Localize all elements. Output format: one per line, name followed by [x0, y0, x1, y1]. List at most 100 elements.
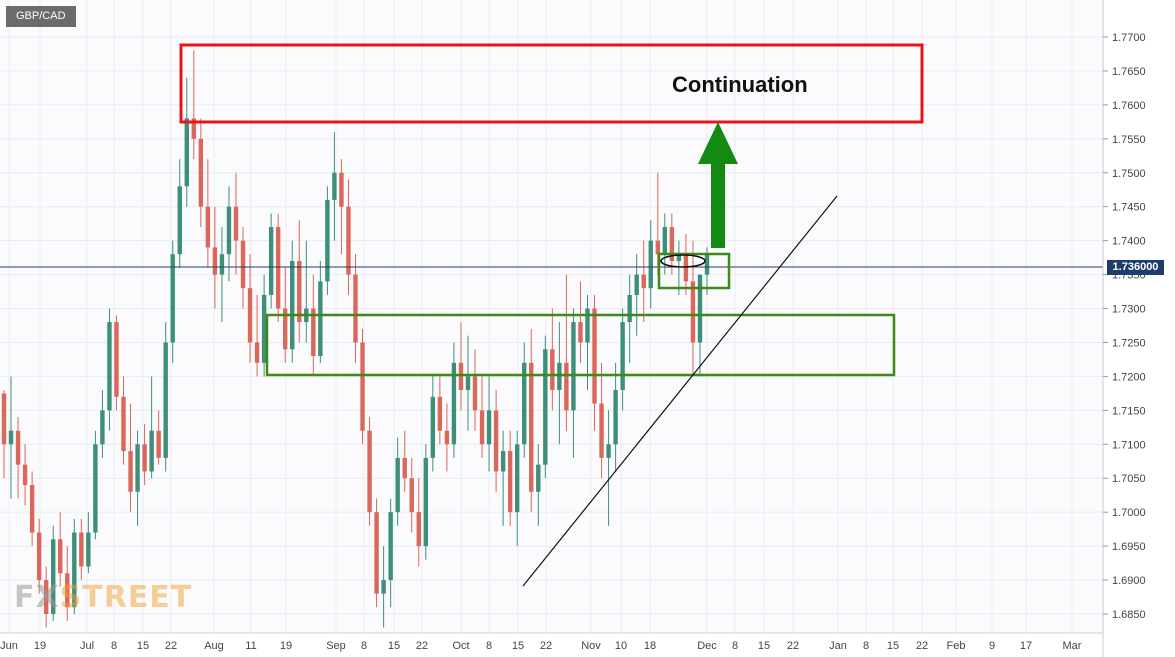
- candle: [184, 77, 189, 207]
- highlight-ellipse: [660, 254, 706, 268]
- x-tick-label: Jul: [80, 640, 94, 652]
- candle: [564, 274, 569, 431]
- candle: [578, 281, 583, 363]
- x-tick-label: 8: [863, 640, 869, 652]
- candle: [592, 294, 597, 431]
- y-tick-label: 1.7450: [1112, 202, 1146, 214]
- candle: [395, 437, 400, 526]
- candle: [247, 254, 253, 363]
- candle: [458, 322, 464, 411]
- x-tick-label: 15: [512, 640, 524, 652]
- x-tick-label: 8: [111, 640, 117, 652]
- breakout-box: [657, 252, 731, 290]
- candle: [51, 525, 56, 621]
- x-tick-label: 15: [388, 640, 400, 652]
- candle: [416, 478, 421, 567]
- x-tick-label: 22: [165, 640, 177, 652]
- candle: [149, 376, 154, 479]
- continuation-zone: [179, 43, 924, 124]
- candle: [275, 213, 281, 323]
- candles: [1, 50, 710, 628]
- candle: [65, 546, 70, 621]
- y-tick-label: 1.7250: [1112, 337, 1146, 349]
- x-tick-label: Aug: [204, 640, 224, 652]
- candle: [543, 335, 548, 479]
- candle: [697, 274, 703, 377]
- candle: [641, 240, 646, 323]
- candle: [72, 518, 77, 614]
- candle: [648, 220, 653, 309]
- candle: [58, 512, 63, 587]
- y-tick-label: 1.6950: [1112, 541, 1146, 553]
- candle: [353, 254, 358, 363]
- candle: [100, 389, 105, 458]
- y-tick-label: 1.7650: [1112, 66, 1146, 78]
- candle: [86, 512, 91, 574]
- candle: [93, 430, 98, 540]
- candle: [367, 417, 372, 526]
- x-tick-label: 8: [732, 640, 738, 652]
- candle: [522, 342, 527, 458]
- candle: [402, 430, 407, 492]
- candle: [479, 376, 485, 458]
- candle: [205, 159, 211, 268]
- logo-part-street: STREET: [59, 580, 193, 615]
- y-tick-label: 1.7500: [1112, 168, 1146, 180]
- candle: [346, 179, 351, 295]
- candle: [43, 566, 49, 628]
- candle: [226, 186, 232, 282]
- candle: [409, 457, 414, 533]
- candle: [191, 50, 197, 160]
- candle: [163, 322, 168, 472]
- y-tick-label: 1.7000: [1112, 507, 1146, 519]
- y-tick-label: 1.6900: [1112, 575, 1146, 587]
- x-tick-label: 9: [989, 640, 995, 652]
- candle: [107, 308, 112, 431]
- candle: [114, 315, 119, 411]
- y-tick-label: 1.7550: [1112, 134, 1146, 146]
- y-tick-label: 1.7600: [1112, 100, 1146, 112]
- up-arrow-icon: [698, 122, 738, 248]
- support-zone: [265, 313, 896, 377]
- continuation-label: Continuation: [672, 72, 808, 97]
- logo-part-fx: FX: [14, 580, 60, 615]
- candle: [620, 308, 625, 411]
- y-tick-label: 1.7150: [1112, 405, 1146, 417]
- candle: [29, 471, 35, 547]
- candle: [514, 430, 520, 547]
- candle: [507, 430, 513, 526]
- candle: [381, 546, 386, 628]
- candle: [486, 376, 492, 472]
- x-tick-label: Sep: [326, 640, 346, 652]
- candle: [268, 213, 274, 309]
- x-tick-label: 22: [787, 640, 799, 652]
- candle: [437, 376, 443, 445]
- candle: [430, 376, 436, 472]
- candle: [240, 227, 246, 309]
- candle: [690, 240, 696, 377]
- y-tick-label: 1.7400: [1112, 236, 1146, 248]
- candle: [388, 498, 393, 608]
- x-tick-label: 19: [280, 640, 292, 652]
- y-tick-label: 1.7300: [1112, 304, 1146, 316]
- candle: [550, 308, 555, 411]
- candle: [121, 376, 126, 465]
- candle: [297, 220, 302, 343]
- candle: [325, 186, 330, 295]
- candle: [451, 342, 457, 458]
- candle: [423, 444, 428, 560]
- candle: [571, 308, 576, 458]
- x-tick-label: 15: [137, 640, 149, 652]
- candle: [135, 430, 140, 526]
- candle: [261, 274, 267, 377]
- candle: [233, 172, 239, 275]
- y-tick-label: 1.7050: [1112, 473, 1146, 485]
- candle: [79, 518, 84, 581]
- candle: [177, 159, 182, 268]
- price-axis: 1.7700 1.7650 1.7600 1.7550 1.7500 1.7450 1.74…: [1103, 32, 1146, 621]
- candle: [374, 498, 379, 608]
- x-tick-label: 11: [245, 640, 256, 652]
- candle: [198, 118, 204, 228]
- y-tick-label: 1.7200: [1112, 371, 1146, 383]
